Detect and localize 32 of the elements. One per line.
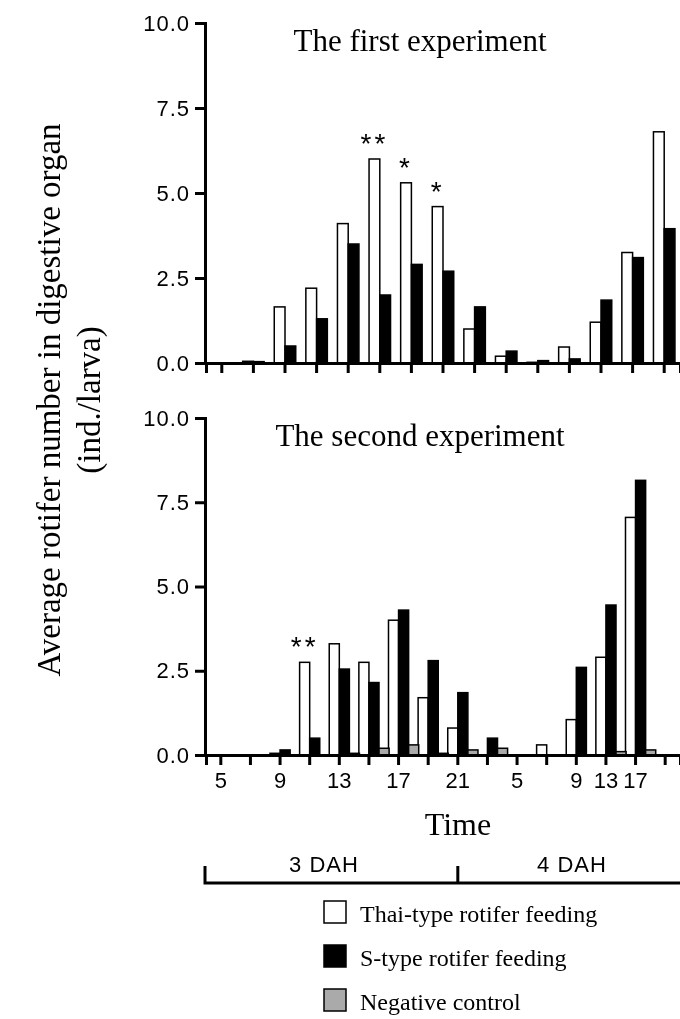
chart-title: The first experiment (293, 23, 547, 58)
x-tick-label: 9 (570, 767, 583, 793)
y-tick-label: 2.5 (156, 658, 190, 684)
y-tick-label: 10.0 (143, 405, 190, 431)
y-tick-label: 0.0 (156, 742, 190, 768)
x-tick-label: 13 (327, 767, 352, 793)
y-tick-label: 2.5 (156, 265, 190, 291)
y-tick-label: 0.0 (156, 350, 190, 376)
x-tick-label: 5 (214, 767, 227, 793)
legend-label: S-type rotifer feeding (360, 945, 567, 971)
y-tick-label: 7.5 (156, 489, 190, 515)
annotation: ** (360, 128, 389, 159)
legend-label: Thai-type rotifer feeding (360, 901, 598, 927)
x-tick-label: 13 (593, 767, 619, 793)
x-tick-label: 9 (273, 767, 287, 793)
text: 3 DAH (289, 852, 359, 877)
annotation: ** (290, 631, 319, 663)
text: 4 DAH (537, 852, 607, 877)
y-tick-label: 10.0 (143, 10, 190, 36)
x-tick-label: 17 (623, 767, 648, 793)
annotation: * (399, 151, 413, 183)
y-axis-title: Average rotifer number in digestive organ (ind./larva) (31, 123, 108, 677)
chart-title: The second experiment (275, 418, 565, 453)
y-tick-label: 5.0 (156, 180, 190, 206)
x-tick-label: 5 (510, 767, 524, 793)
x-axis-title: Time (424, 806, 492, 842)
x-tick-label: 17 (386, 767, 411, 793)
y-tick-label: 5.0 (156, 574, 190, 600)
y-tick-label: 7.5 (156, 95, 190, 121)
legend-label: Negative control (360, 989, 521, 1015)
x-tick-label: 21 (445, 767, 471, 793)
annotation: * (430, 175, 445, 207)
